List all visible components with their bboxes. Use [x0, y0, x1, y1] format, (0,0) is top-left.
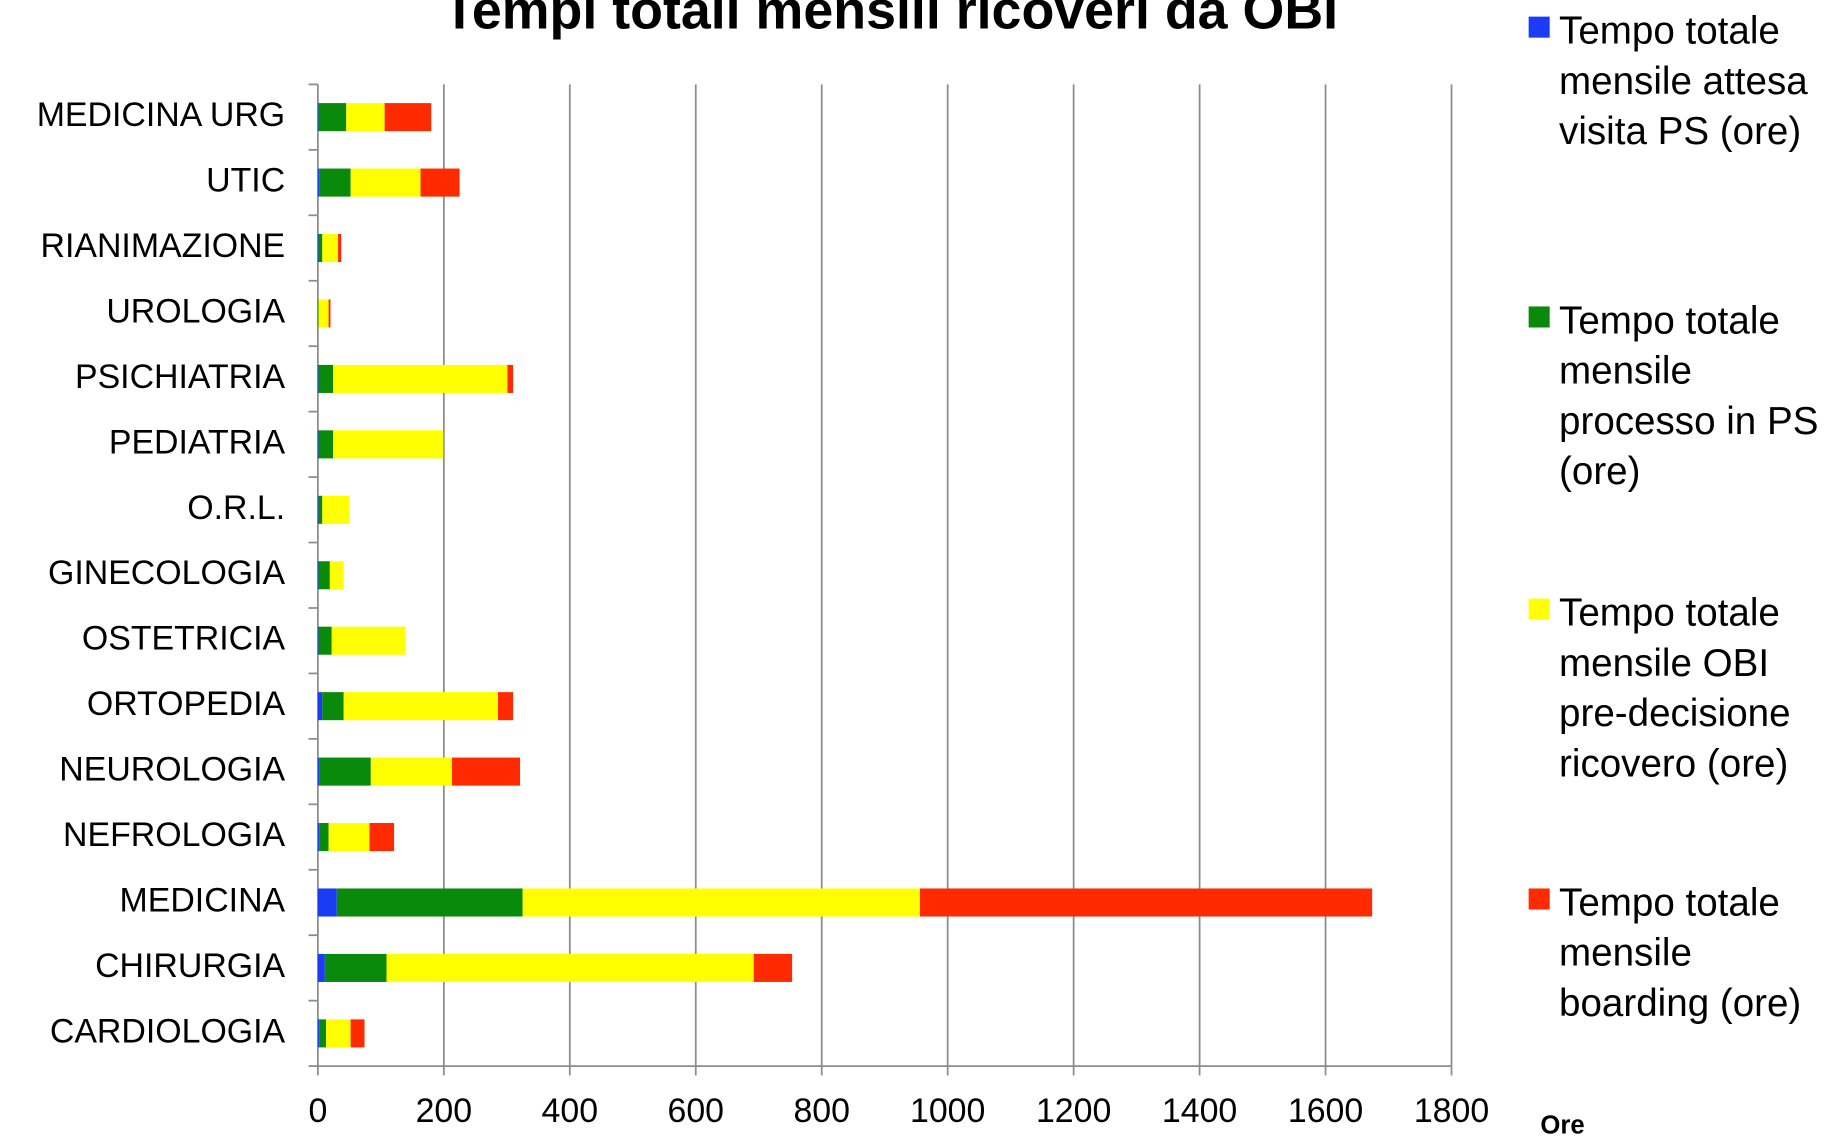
bar-segment — [317, 168, 320, 197]
bar-segment — [331, 626, 406, 655]
bar-segment — [328, 299, 331, 328]
bar-segment — [317, 823, 320, 852]
y-tick-label: PSICHIATRIA — [75, 358, 286, 396]
legend-label: Tempo totale mensile boarding (ore) — [1559, 880, 1802, 1025]
y-tick-label: NEFROLOGIA — [63, 816, 286, 854]
bar-segment — [420, 168, 460, 197]
bar-segment — [326, 1019, 351, 1048]
bar-segment — [336, 888, 523, 917]
legend-item: Tempo totale mensile attesa visita PS (o… — [1559, 8, 1808, 153]
bar-segment — [317, 561, 319, 590]
legend-swatch — [1528, 888, 1550, 910]
bar-segment — [332, 430, 444, 459]
x-tick-label: 200 — [416, 1092, 473, 1130]
bar-segment — [369, 823, 395, 852]
bar-segment — [318, 626, 332, 655]
bar-segment — [318, 364, 333, 393]
bar-segment — [317, 430, 319, 459]
bar-segment — [386, 953, 754, 982]
bar-segment — [332, 364, 508, 393]
bar-segment — [318, 561, 330, 590]
bar-segment — [338, 234, 342, 263]
bar-segment — [350, 1019, 365, 1048]
bar-segment — [317, 1019, 320, 1048]
bar-segment — [522, 888, 920, 917]
x-tick-label: 400 — [542, 1092, 599, 1130]
bar-segment — [318, 430, 333, 459]
bar-segment — [317, 626, 319, 655]
x-axis-label: Ore — [1540, 1112, 1584, 1140]
bar-segment — [319, 823, 329, 852]
x-tick-label: 1400 — [1162, 1092, 1237, 1130]
legend-label: Tempo totale mensile attesa visita PS (o… — [1559, 8, 1808, 153]
x-tick-label: 1200 — [1036, 1092, 1111, 1130]
bar-segment — [317, 757, 320, 786]
bar-segment — [318, 495, 323, 524]
legend-label: Tempo totale mensile processo in PS (ore… — [1559, 298, 1819, 493]
x-tick-label: 1800 — [1414, 1092, 1489, 1130]
bar-segment — [322, 692, 344, 721]
chart-title: Tempi totali mensili ricoveri da OBI — [443, 0, 1338, 40]
bar-segment — [322, 234, 339, 263]
bar-segment — [452, 757, 521, 786]
x-tick-label: 1000 — [910, 1092, 985, 1130]
bar-segment — [318, 299, 329, 328]
bar-segment — [317, 103, 319, 132]
bar-segment — [346, 103, 385, 132]
y-tick-label: NEUROLOGIA — [59, 751, 285, 789]
y-tick-label: PEDIATRIA — [109, 423, 286, 461]
bar-segment — [384, 103, 432, 132]
legend-item: Tempo totale mensile boarding (ore) — [1559, 880, 1802, 1025]
bar-segment — [317, 234, 319, 263]
bar-segment — [324, 953, 387, 982]
bar-segment — [317, 953, 325, 982]
y-tick-label: OSTETRICIA — [82, 620, 286, 658]
bar-segment — [319, 1019, 327, 1048]
bar-segment — [317, 364, 319, 393]
bar-segment — [329, 561, 344, 590]
y-tick-label: O.R.L. — [187, 489, 285, 527]
x-tick-label: 600 — [667, 1092, 724, 1130]
legend-swatch — [1528, 306, 1550, 328]
legend-item: Tempo totale mensile processo in PS (ore… — [1559, 298, 1819, 493]
bar-segment — [343, 692, 499, 721]
bar-segment — [317, 299, 319, 328]
y-tick-label: UROLOGIA — [106, 292, 285, 330]
x-tick-label: 1600 — [1288, 1092, 1363, 1130]
bar-segment — [919, 888, 1373, 917]
legend-swatch — [1528, 16, 1550, 38]
legend-item: Tempo totale mensile OBI pre-decisione r… — [1559, 590, 1791, 785]
bar-segment — [317, 888, 337, 917]
bar-segment — [322, 495, 350, 524]
bar-segment — [498, 692, 514, 721]
bar-segment — [318, 103, 347, 132]
legend-label: Tempo totale mensile OBI pre-decisione r… — [1559, 590, 1791, 785]
y-tick-label: MEDICINA URG — [37, 96, 285, 134]
y-tick-label: GINECOLOGIA — [48, 554, 286, 592]
bar-segment — [319, 168, 351, 197]
y-tick-label: UTIC — [206, 162, 285, 200]
y-tick-label: RIANIMAZIONE — [40, 227, 285, 265]
bar-segment — [370, 757, 453, 786]
bar-segment — [317, 495, 319, 524]
bar-segment — [319, 757, 371, 786]
bar-segment — [753, 953, 793, 982]
bar-segment — [507, 364, 514, 393]
bar-segment — [318, 234, 323, 263]
x-tick-label: 800 — [793, 1092, 850, 1130]
bar-segment — [317, 692, 323, 721]
bar-segment — [350, 168, 421, 197]
legend-swatch — [1528, 598, 1550, 620]
x-tick-label: 0 — [308, 1092, 327, 1130]
bar-segment — [328, 823, 370, 852]
y-tick-label: CARDIOLOGIA — [50, 1012, 286, 1050]
y-tick-label: MEDICINA — [120, 881, 286, 919]
y-tick-label: ORTOPEDIA — [87, 685, 286, 723]
y-tick-label: CHIRURGIA — [95, 947, 285, 985]
